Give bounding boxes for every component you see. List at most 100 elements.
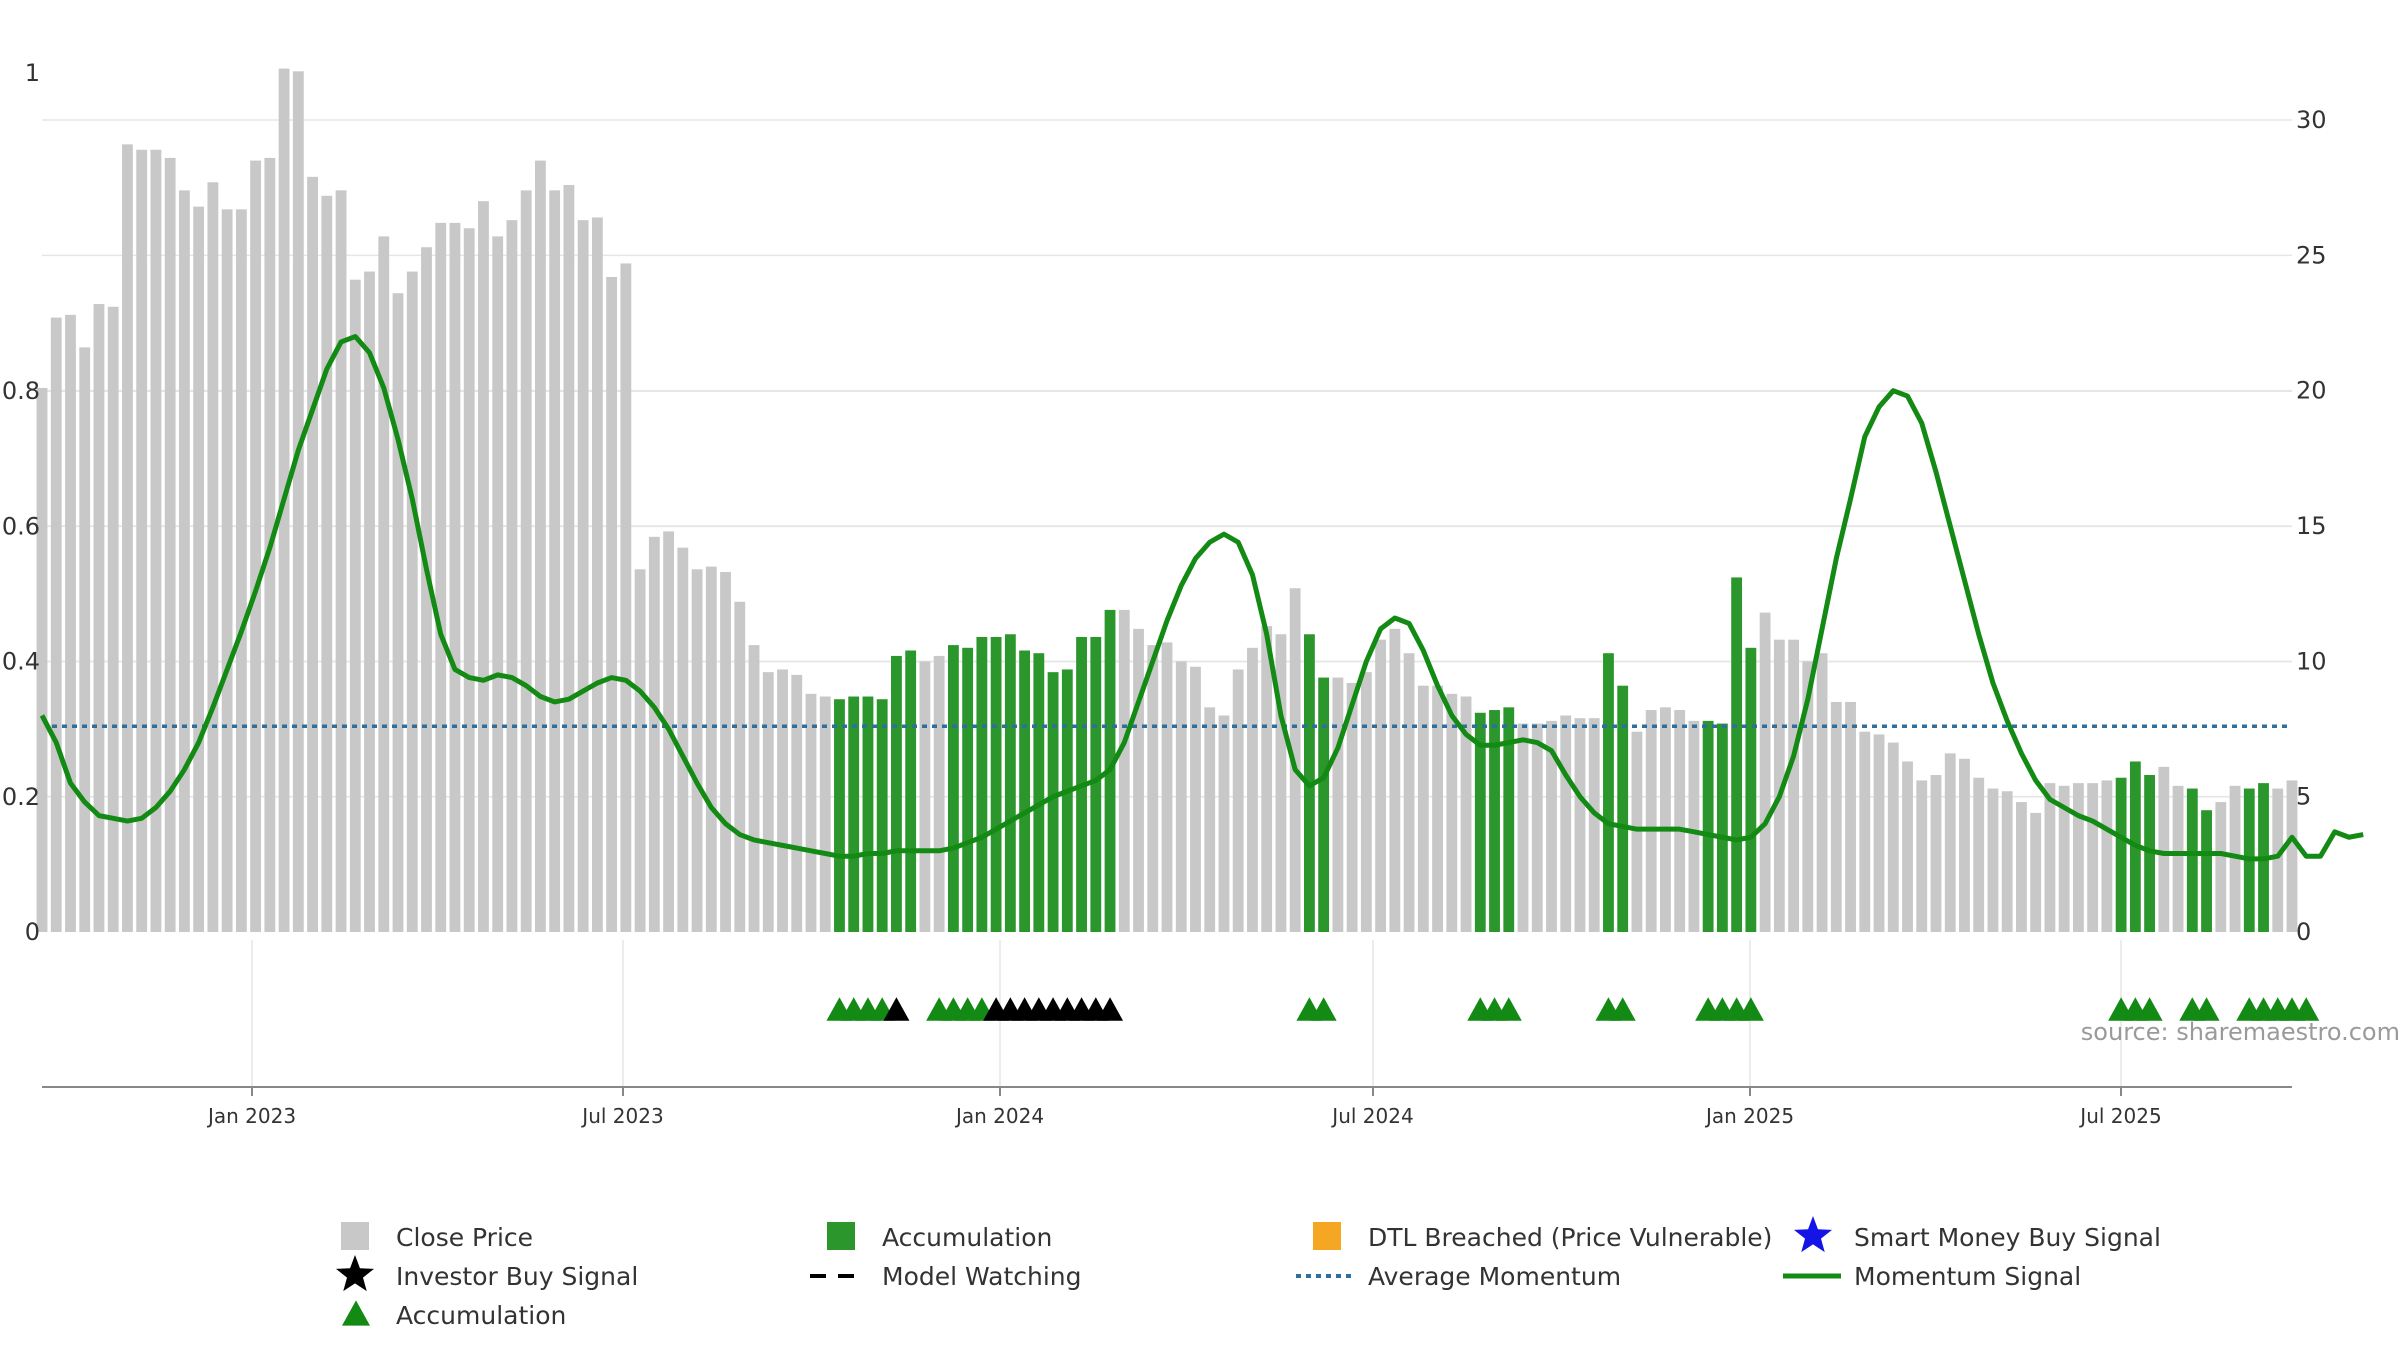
- accumulation-marker: [2293, 997, 2320, 1021]
- x-tick-label: Jul 2025: [2078, 1104, 2161, 1128]
- accumulation-marker: [2136, 997, 2163, 1021]
- close-price-bar: [1190, 666, 1201, 932]
- close-price-bar: [705, 566, 717, 932]
- close-price-bar: [2101, 780, 2113, 932]
- accumulation-bar: [834, 699, 845, 932]
- close-price-bar: [1204, 707, 1216, 932]
- close-price-bar: [606, 276, 618, 933]
- close-price-bar: [777, 669, 788, 932]
- accumulation-bar: [2201, 810, 2212, 932]
- close-price-bar: [463, 228, 475, 932]
- y-left-tick-label: 0.2: [2, 783, 40, 811]
- close-price-bar: [36, 387, 48, 932]
- y-left-tick-label: 1: [25, 59, 40, 87]
- accumulation-bar: [1318, 677, 1330, 932]
- close-price-bar: [1944, 753, 1956, 932]
- y-left-tick-label: 0: [25, 918, 40, 946]
- close-price-bar: [449, 222, 461, 932]
- close-price-bar: [819, 696, 831, 932]
- y-right-tick-label: 20: [2296, 377, 2327, 405]
- accumulation-bar: [905, 650, 917, 932]
- accumulation-bar: [1731, 577, 1743, 932]
- close-price-bar: [748, 645, 760, 932]
- close-price-bar: [734, 601, 746, 932]
- x-tick-label: Jul 2023: [580, 1104, 663, 1128]
- close-price-bar: [349, 279, 361, 933]
- close-price-bar: [1631, 731, 1643, 932]
- close-price-bar: [1218, 715, 1230, 932]
- close-price-bar: [1674, 710, 1686, 932]
- y-left-tick-label: 0.6: [2, 512, 40, 540]
- close-price-bar: [193, 206, 205, 933]
- accumulation-marker: [2193, 997, 2220, 1021]
- close-price-bar: [1830, 701, 1842, 932]
- investor-buy-signal-marker: [883, 997, 910, 1021]
- investor-buy-signal-marker: [1097, 997, 1124, 1021]
- accumulation-bar: [1474, 712, 1486, 932]
- close-price-bar: [1517, 723, 1529, 932]
- close-price-bar: [207, 182, 219, 932]
- accumulation-bar: [1004, 634, 1016, 932]
- close-price-bar: [620, 263, 632, 932]
- accumulation-marker: [1609, 997, 1636, 1021]
- close-price-bar: [1987, 788, 1999, 932]
- close-price-bar: [1403, 653, 1415, 932]
- close-price-bar: [2016, 802, 2027, 932]
- close-price-bar: [1859, 731, 1871, 932]
- accumulation-bar: [1090, 636, 1102, 932]
- close-price-bar: [1845, 701, 1856, 932]
- close-price-bar: [1660, 707, 1671, 932]
- price-bars: [36, 68, 2298, 933]
- close-price-bar: [1332, 677, 1344, 932]
- close-price-bar: [2072, 783, 2084, 932]
- close-price-bar: [805, 693, 817, 932]
- close-price-bar: [321, 195, 333, 932]
- accumulation-bar: [1702, 720, 1714, 932]
- accumulation-bar: [1716, 723, 1728, 932]
- accumulation-bar: [1033, 653, 1045, 932]
- close-price-bar: [2087, 783, 2099, 932]
- legend-investor-buy-label: Investor Buy Signal: [396, 1262, 638, 1291]
- close-price-bar: [307, 176, 318, 933]
- close-price-bar: [1546, 720, 1557, 932]
- accumulation-bar: [1503, 707, 1515, 932]
- close-price-bar: [720, 572, 731, 932]
- accumulation-bar: [962, 647, 974, 932]
- y-left-tick-label: 0.4: [2, 648, 40, 676]
- x-tick-label: Jan 2025: [1704, 1104, 1794, 1128]
- y-right-tick-label: 25: [2296, 241, 2327, 269]
- close-price-bar: [591, 217, 603, 933]
- legend: Close Price Accumulation DTL Breached (Pri…: [335, 1216, 2161, 1330]
- close-price-bar: [50, 317, 62, 932]
- legend-momentum-signal-label: Momentum Signal: [1854, 1262, 2081, 1291]
- momentum-signal-line: [39, 334, 2364, 862]
- close-price-bar: [93, 304, 105, 932]
- close-price-bar: [1375, 639, 1387, 932]
- close-price-bar: [1161, 642, 1173, 932]
- close-price-bar: [2058, 785, 2070, 932]
- close-price-bar: [1261, 626, 1273, 932]
- close-price-bar: [392, 293, 404, 932]
- close-price-bar: [563, 184, 575, 932]
- close-price-bar: [2215, 802, 2227, 932]
- close-price-bar: [1232, 669, 1244, 932]
- source-label: source: sharemaestro.com: [2081, 1018, 2400, 1046]
- close-price-bar: [1788, 639, 1799, 932]
- legend-accumulation-swatch: [827, 1222, 855, 1250]
- accumulation-marker: [1495, 997, 1522, 1021]
- close-price-bar: [1816, 653, 1828, 932]
- close-price-bar: [506, 220, 518, 933]
- close-price-bar: [1973, 777, 1985, 932]
- accumulation-bar: [2186, 788, 2198, 932]
- close-price-bar: [1773, 639, 1785, 932]
- legend-accumulation-label: Accumulation: [882, 1223, 1052, 1252]
- accumulation-bar: [2144, 775, 2156, 932]
- accumulation-bar: [1745, 647, 1757, 932]
- close-price-bar: [791, 674, 803, 932]
- close-price-bar: [2030, 812, 2042, 932]
- accumulation-bar: [976, 636, 988, 932]
- close-price-bar: [1432, 685, 1443, 932]
- close-price-bar: [221, 209, 233, 933]
- close-price-bar: [919, 661, 931, 932]
